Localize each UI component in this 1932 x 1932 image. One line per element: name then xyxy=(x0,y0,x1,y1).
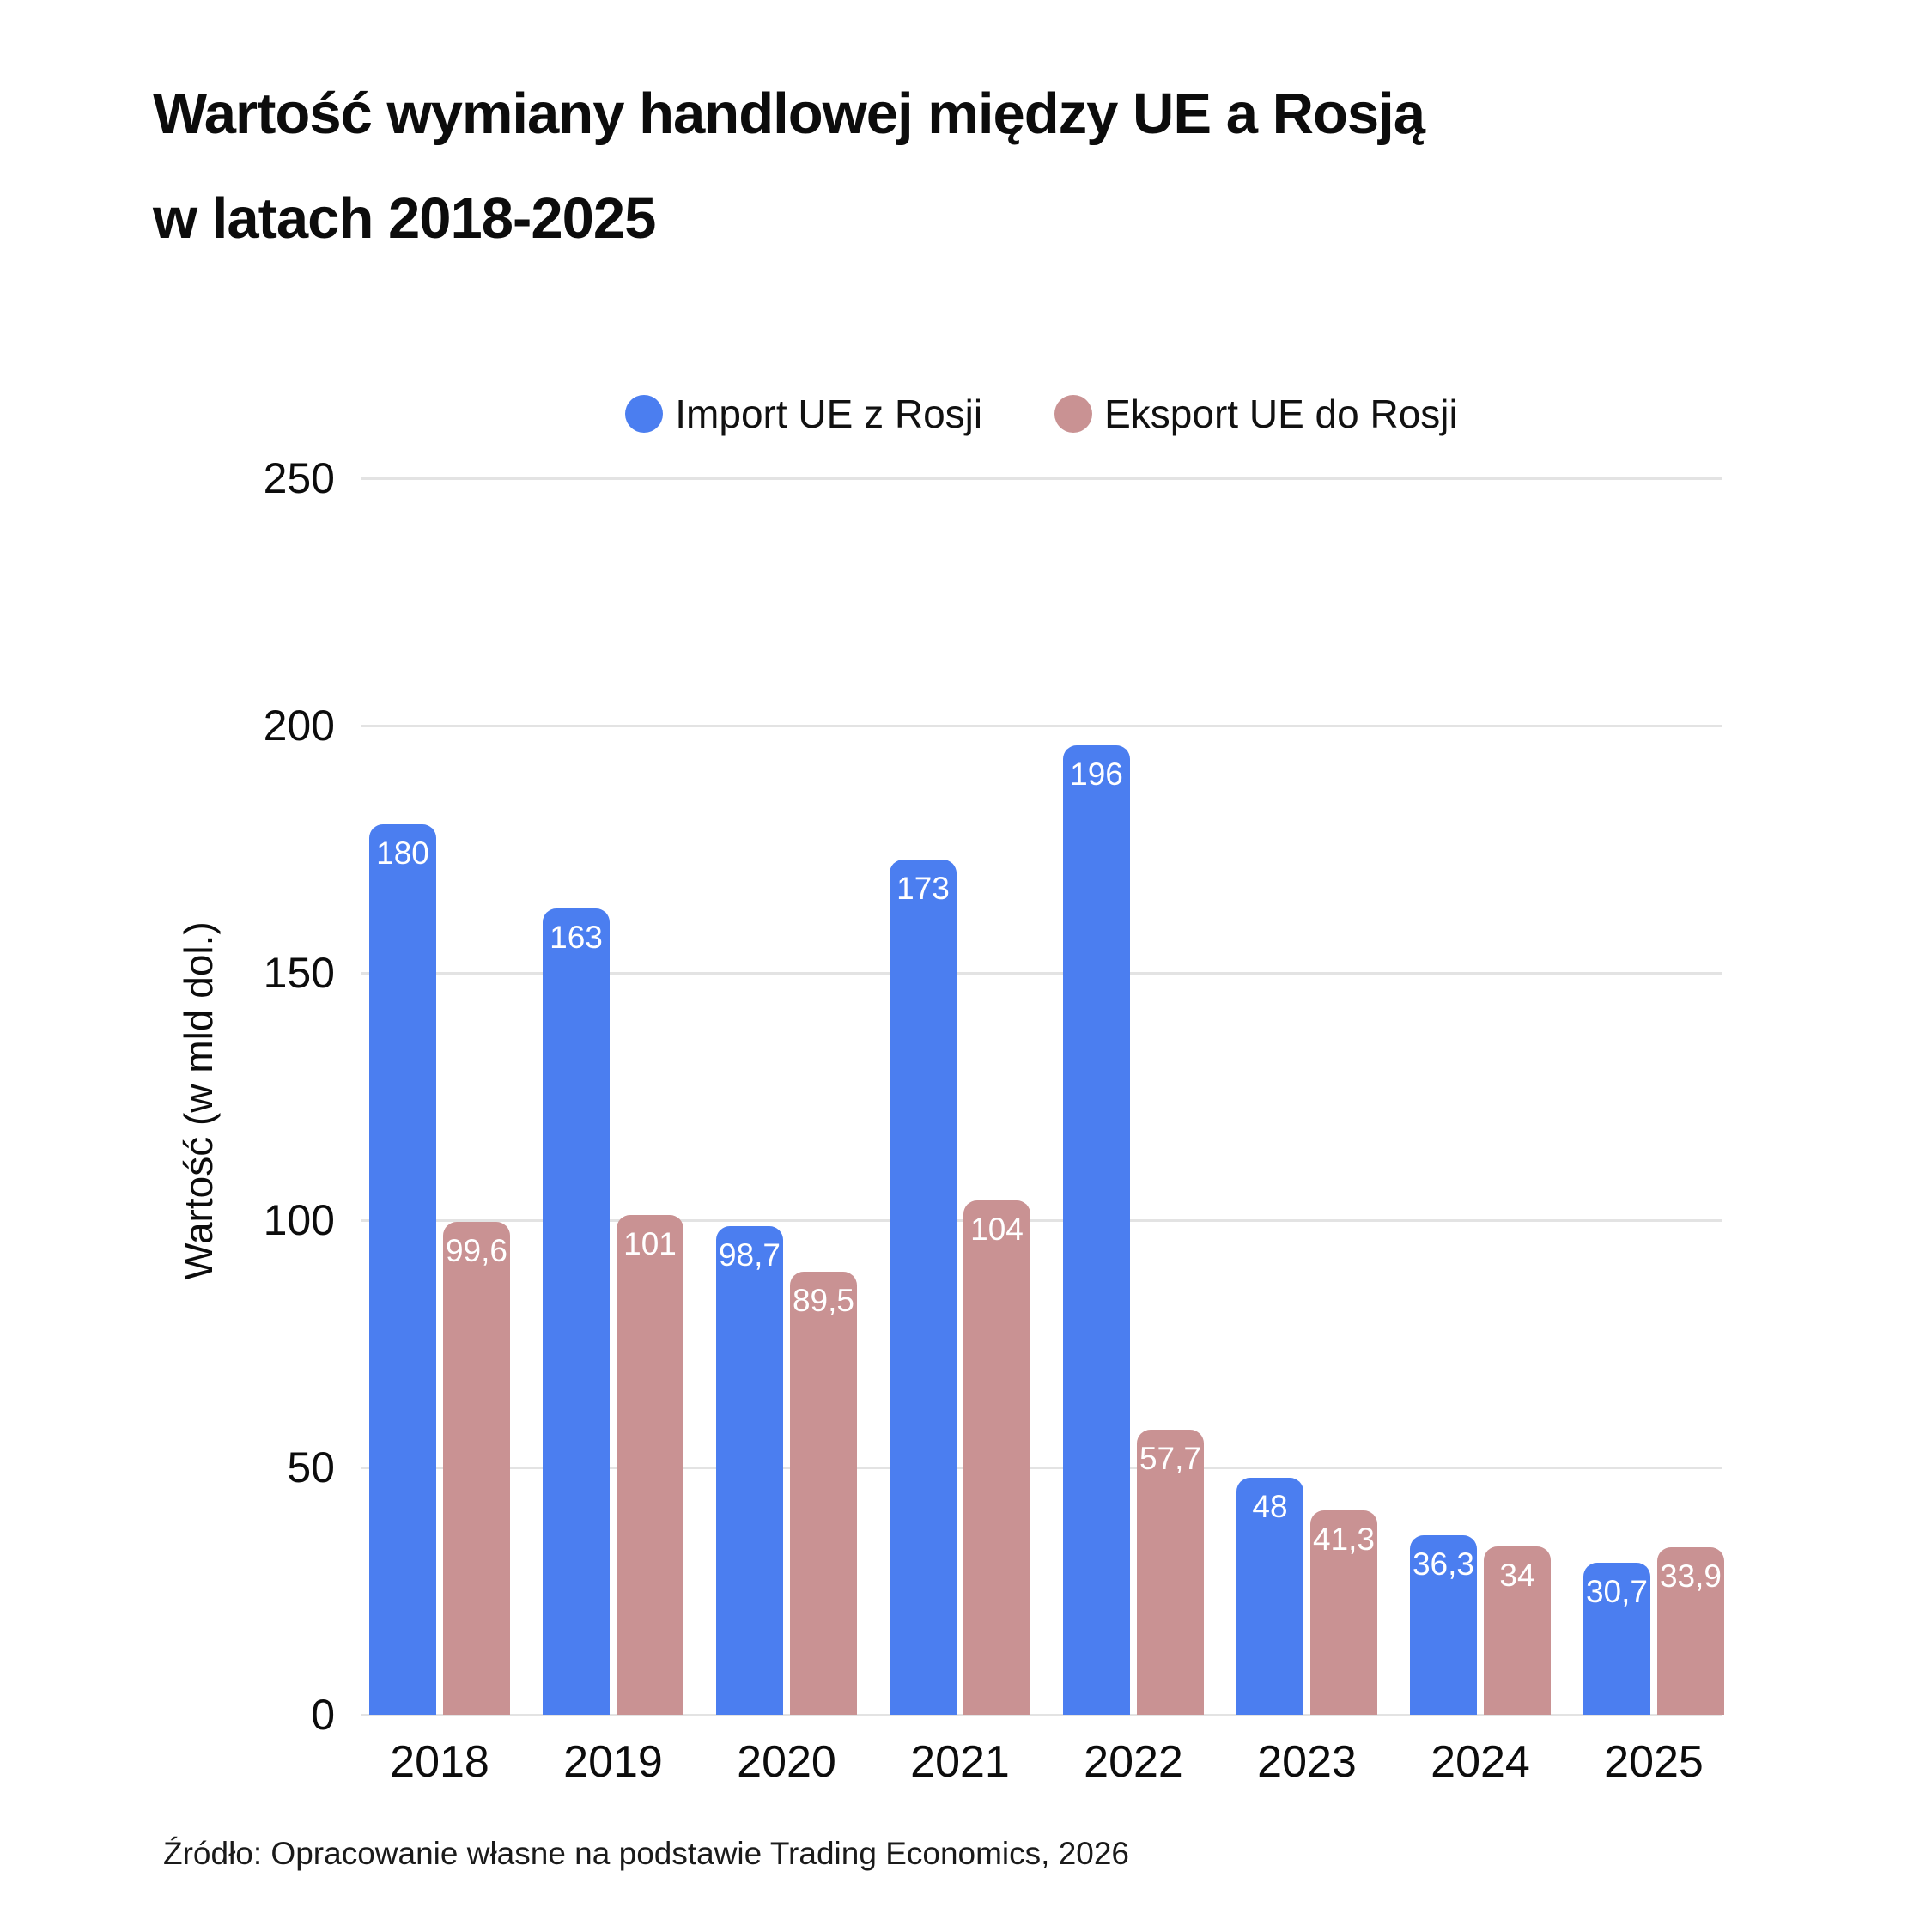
legend-item-eksport: Eksport UE do Rosji xyxy=(1054,391,1458,437)
bar-value-eksport-2018: 99,6 xyxy=(445,1233,507,1268)
y-tick-250: 250 xyxy=(263,454,335,502)
bar-value-import-2021: 173 xyxy=(896,871,950,906)
bar-eksport-2022: 57,7 xyxy=(1137,1430,1204,1715)
gridline-50 xyxy=(361,1466,1722,1469)
chart-title-line1: Wartość wymiany handlowej między UE a Ro… xyxy=(153,82,1425,146)
y-tick-150: 150 xyxy=(263,949,335,997)
bar-eksport-2018: 99,6 xyxy=(443,1222,510,1715)
bar-eksport-2020: 89,5 xyxy=(790,1272,857,1715)
legend: Import UE z Rosji Eksport UE do Rosji xyxy=(361,388,1722,440)
bar-import-2025: 30,7 xyxy=(1583,1563,1650,1715)
gridline-150 xyxy=(361,971,1722,975)
bar-group-2022: 196 57,7 xyxy=(1063,478,1204,1715)
x-tick-2024: 2024 xyxy=(1431,1737,1530,1787)
source-note: Źródło: Opracowanie własne na podstawie … xyxy=(163,1836,1130,1871)
bar-value-import-2018: 180 xyxy=(376,835,429,871)
bar-group-2020: 98,7 89,5 xyxy=(716,478,857,1715)
bar-value-eksport-2021: 104 xyxy=(970,1212,1024,1247)
bar-value-import-2022: 196 xyxy=(1070,756,1123,792)
x-tick-2019: 2019 xyxy=(563,1737,663,1787)
bar-import-2021: 173 xyxy=(890,860,957,1715)
bar-eksport-2021: 104 xyxy=(963,1200,1030,1715)
legend-dot-import-icon xyxy=(625,395,664,433)
bar-eksport-2023: 41,3 xyxy=(1310,1510,1377,1715)
bar-eksport-2019: 101 xyxy=(617,1215,683,1715)
bar-value-import-2025: 30,7 xyxy=(1585,1574,1648,1609)
bar-value-import-2019: 163 xyxy=(550,920,603,955)
bar-value-eksport-2019: 101 xyxy=(623,1226,677,1261)
bar-value-eksport-2025: 33,9 xyxy=(1659,1558,1722,1594)
bar-group-2021: 173 104 xyxy=(890,478,1030,1715)
bar-import-2018: 180 xyxy=(369,824,436,1715)
bar-value-import-2023: 48 xyxy=(1252,1489,1288,1524)
gridline-0 xyxy=(361,1713,1722,1716)
bar-import-2024: 36,3 xyxy=(1410,1535,1477,1715)
x-tick-2018: 2018 xyxy=(390,1737,489,1787)
bar-value-eksport-2024: 34 xyxy=(1499,1558,1535,1593)
bar-value-eksport-2023: 41,3 xyxy=(1312,1522,1375,1557)
legend-label-import: Import UE z Rosji xyxy=(675,392,983,436)
bar-value-eksport-2020: 89,5 xyxy=(792,1283,854,1318)
bar-value-import-2024: 36,3 xyxy=(1412,1546,1474,1582)
gridline-200 xyxy=(361,724,1722,727)
y-tick-50: 50 xyxy=(287,1443,335,1492)
x-tick-2023: 2023 xyxy=(1257,1737,1357,1787)
y-tick-200: 200 xyxy=(263,702,335,750)
bar-group-2023: 48 41,3 xyxy=(1236,478,1377,1715)
bar-group-2025: 30,7 33,9 xyxy=(1583,478,1724,1715)
bar-value-import-2020: 98,7 xyxy=(718,1237,781,1273)
y-tick-0: 0 xyxy=(311,1691,335,1739)
bar-group-2018: 180 99,6 xyxy=(369,478,510,1715)
gridline-100 xyxy=(361,1218,1722,1222)
legend-item-import: Import UE z Rosji xyxy=(625,391,982,437)
bar-value-eksport-2022: 57,7 xyxy=(1139,1441,1201,1476)
bar-import-2020: 98,7 xyxy=(716,1226,783,1715)
x-tick-2021: 2021 xyxy=(910,1737,1010,1787)
bar-eksport-2024: 34 xyxy=(1484,1546,1551,1715)
bar-group-2019: 163 101 xyxy=(543,478,683,1715)
gridline-250 xyxy=(361,477,1722,480)
bar-group-2024: 36,3 34 xyxy=(1410,478,1551,1715)
x-tick-2025: 2025 xyxy=(1604,1737,1704,1787)
x-tick-2020: 2020 xyxy=(737,1737,836,1787)
legend-dot-eksport-icon xyxy=(1054,395,1093,433)
chart-title: Wartość wymiany handlowej między UE a Ro… xyxy=(153,62,1425,271)
legend-label-eksport: Eksport UE do Rosji xyxy=(1104,392,1458,436)
x-tick-2022: 2022 xyxy=(1084,1737,1183,1787)
bar-import-2022: 196 xyxy=(1063,745,1130,1715)
bar-eksport-2025: 33,9 xyxy=(1657,1547,1724,1715)
bar-import-2023: 48 xyxy=(1236,1478,1303,1715)
chart-title-line2: w latach 2018-2025 xyxy=(153,185,656,251)
y-tick-100: 100 xyxy=(263,1196,335,1244)
bar-import-2019: 163 xyxy=(543,908,610,1715)
